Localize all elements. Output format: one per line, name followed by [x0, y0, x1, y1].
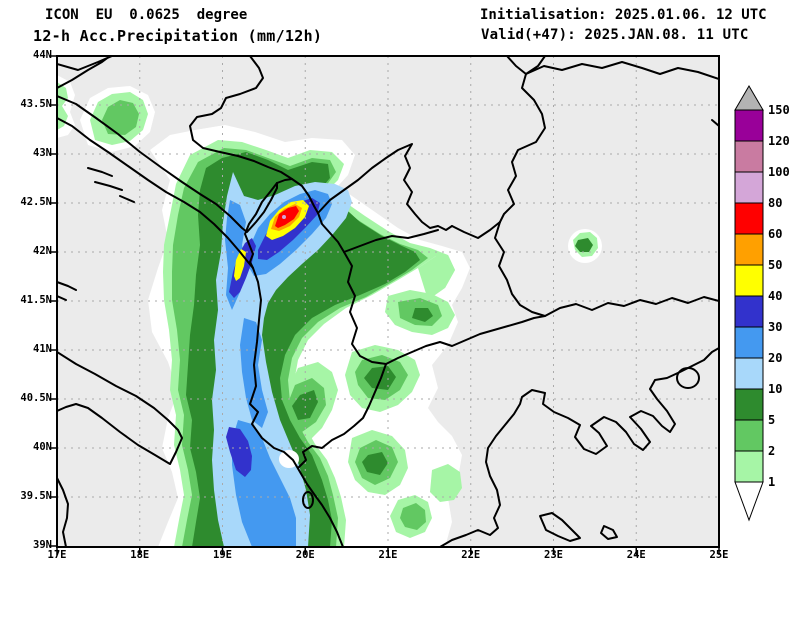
- lon-label: 25E: [709, 549, 729, 561]
- cbar-label: 120: [768, 134, 790, 148]
- lat-label: 39N: [33, 539, 52, 551]
- colorbar-cell: [734, 357, 764, 390]
- colorbar: [734, 85, 764, 522]
- cbar-label: 10: [768, 382, 783, 396]
- colorbar-cell: [734, 109, 764, 142]
- montenegro-junction: [276, 178, 293, 184]
- colorbar-cell: [734, 326, 764, 359]
- montenegro-albania-border: [244, 182, 278, 269]
- lon-label: 23E: [544, 549, 563, 561]
- lat-label: 41.5N: [20, 294, 52, 306]
- corfu-island: [302, 491, 314, 509]
- colorbar-cell: [734, 202, 764, 235]
- lat-label: 43.5N: [20, 98, 52, 110]
- cbar-label: 20: [768, 351, 783, 365]
- precip-blob: [430, 464, 462, 502]
- lat-label: 44N: [33, 49, 52, 61]
- adriatic-coastline: [57, 117, 344, 547]
- small-islands-south: [539, 512, 618, 542]
- lon-label: 17E: [47, 549, 67, 561]
- lat-label: 42N: [33, 245, 52, 257]
- precip-blob: [362, 452, 388, 475]
- colorbar-cell: [734, 264, 764, 297]
- colorbar-above-max: [734, 85, 764, 111]
- cbar-label: 5: [768, 413, 776, 427]
- init-time-label: Initialisation: 2025.01.06. 12 UTC: [480, 7, 767, 23]
- cbar-label: 150: [768, 103, 790, 117]
- serbia-bulgaria-border: [499, 56, 546, 223]
- colorbar-cell: [734, 450, 764, 483]
- precip-blob: [275, 206, 299, 228]
- axis-ticks: [49, 55, 720, 555]
- precip-blob: [418, 255, 455, 300]
- precip-blob: [57, 82, 68, 130]
- precip-blob: [282, 215, 286, 219]
- lon-label: 19E: [213, 549, 232, 561]
- precip-blob: [102, 100, 139, 135]
- precip-blob: [575, 238, 593, 252]
- precip-blob: [226, 427, 252, 477]
- kosovo-macedonia-border: [343, 221, 501, 253]
- cbar-label: 1: [768, 475, 776, 489]
- colorbar-cell: [734, 388, 764, 421]
- albania-macedonia-border: [343, 251, 387, 365]
- cbar-label: 80: [768, 196, 783, 210]
- cbar-label: 40: [768, 289, 783, 303]
- lon-label: 24E: [626, 549, 646, 561]
- grid-lines: [57, 56, 719, 547]
- colorbar-cell: [734, 295, 764, 328]
- athos-lake-outline: [676, 367, 700, 389]
- precip-blob: [412, 308, 433, 322]
- lon-label: 18E: [130, 549, 150, 561]
- lat-label: 40N: [33, 441, 52, 453]
- right-edge-stub: [711, 119, 719, 127]
- colorbar-below-min: [734, 481, 764, 522]
- cbar-label: 100: [768, 165, 790, 179]
- croatia-bosnia-border: [57, 95, 278, 233]
- albania-greece-border: [297, 363, 387, 469]
- colorbar-cell: [734, 140, 764, 173]
- colorbar-cell: [734, 171, 764, 204]
- lon-label: 21E: [378, 549, 398, 561]
- colorbar-cell: [734, 419, 764, 452]
- product-title: 12-h Acc.Precipitation (mm/12h): [33, 27, 323, 45]
- precip-blob: [400, 503, 426, 530]
- cbar-label: 60: [768, 227, 783, 241]
- lat-label: 39.5N: [20, 490, 52, 502]
- model-title: ICON EU 0.0625 degree: [45, 7, 248, 23]
- lon-label: 22E: [461, 549, 481, 561]
- greece-north-border: [385, 296, 719, 365]
- greece-coast-chalkidiki: [439, 347, 719, 547]
- danube-border: [525, 56, 719, 80]
- country-borders: [57, 56, 719, 547]
- italy-coastline: [57, 351, 183, 465]
- calabria-coastline: [57, 477, 69, 547]
- lat-label: 43N: [33, 147, 52, 159]
- drina-border: [189, 56, 319, 214]
- lat-label: 41N: [33, 343, 52, 355]
- croatia-north-border: [57, 56, 113, 89]
- colorbar-cell: [734, 233, 764, 266]
- cbar-label: 30: [768, 320, 783, 334]
- lon-label: 20E: [295, 549, 315, 561]
- cbar-label: 50: [768, 258, 783, 272]
- cbar-label: 2: [768, 444, 776, 458]
- kosovo-albania-border: [317, 212, 345, 253]
- lat-label: 40.5N: [20, 392, 52, 404]
- macedonia-bulgaria-border: [494, 221, 546, 317]
- kosovo-north-border: [317, 143, 453, 231]
- precip-blob: [292, 390, 318, 420]
- dalmatian-islands: [57, 167, 135, 301]
- valid-time-label: Valid(+47): 2025.JAN.08. 11 UTC: [481, 27, 749, 43]
- lat-label: 42.5N: [20, 196, 52, 208]
